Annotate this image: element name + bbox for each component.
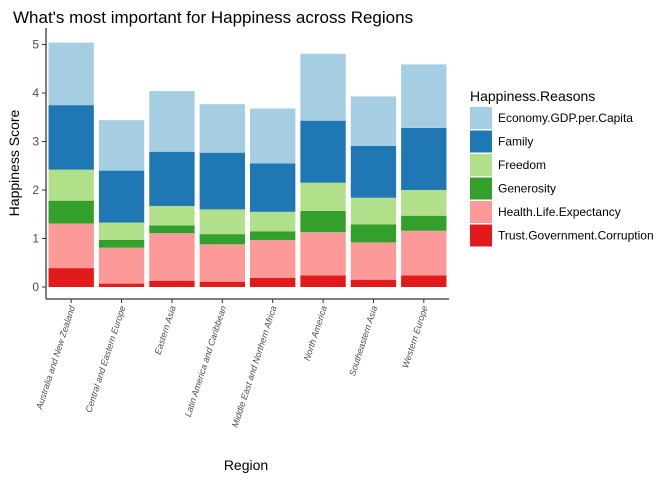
- bar-eastern-asia-trust-government-corruption: [149, 280, 195, 287]
- bar-middle-east-and-northern-africa-trust-government-corruption: [250, 277, 296, 287]
- chart-title: What's most important for Happiness acro…: [13, 8, 413, 27]
- x-axis-title: Region: [224, 457, 268, 473]
- x-tick-label-western-europe: Western Europe: [400, 305, 430, 370]
- bar-australia-and-new-zealand-health-life-expectancy: [48, 223, 94, 269]
- bar-middle-east-and-northern-africa-generosity: [250, 231, 296, 240]
- bar-middle-east-and-northern-africa-health-life-expectancy: [250, 239, 296, 278]
- bar-southeastern-asia-generosity: [350, 224, 397, 243]
- bar-central-and-eastern-europe-generosity: [98, 239, 145, 248]
- y-tick-label: 4: [32, 86, 39, 100]
- bar-central-and-eastern-europe-trust-government-corruption: [98, 283, 145, 287]
- y-tick-label: 5: [32, 38, 39, 52]
- bar-north-america-freedom: [300, 182, 346, 211]
- bar-western-europe-trust-government-corruption: [401, 275, 447, 287]
- legend-label-trust-government-corruption: Trust.Government.Corruption: [498, 229, 654, 243]
- bar-western-europe-health-life-expectancy: [401, 230, 447, 276]
- bar-central-and-eastern-europe-family: [98, 170, 145, 223]
- y-axis-ticks: 0 1 2 3 4 5: [32, 38, 46, 294]
- bar-western-europe-generosity: [401, 215, 447, 231]
- bar-latin-america-and-caribbean-freedom: [199, 209, 245, 235]
- bar-western-europe-freedom: [401, 190, 447, 216]
- bar-eastern-asia-generosity: [149, 225, 195, 234]
- bar-australia-and-new-zealand-family: [48, 105, 94, 170]
- bar-north-america-family: [300, 120, 346, 183]
- bar-southeastern-asia-freedom: [350, 197, 397, 225]
- bar-central-and-eastern-europe-economy-gdp-per-capita: [98, 120, 145, 171]
- legend-label-freedom: Freedom: [498, 158, 546, 172]
- bar-australia-and-new-zealand-generosity: [48, 200, 94, 224]
- bar-middle-east-and-northern-africa-freedom: [250, 211, 296, 232]
- legend-label-economy-gdp-per-capita: Economy.GDP.per.Capita: [498, 111, 633, 125]
- y-tick-label: 1: [32, 232, 39, 246]
- bar-latin-america-and-caribbean-generosity: [199, 234, 245, 245]
- bar-central-and-eastern-europe-health-life-expectancy: [98, 247, 145, 284]
- bar-australia-and-new-zealand-trust-government-corruption: [48, 268, 94, 287]
- bar-australia-and-new-zealand-freedom: [48, 169, 94, 201]
- legend-label-family: Family: [498, 135, 533, 149]
- x-axis-ticks: Australia and New Zealand Central and Eas…: [34, 299, 430, 429]
- bar-latin-america-and-caribbean-trust-government-corruption: [199, 281, 245, 287]
- plot-area: [48, 42, 447, 287]
- y-tick-label: 0: [32, 280, 39, 294]
- y-tick-label: 3: [32, 135, 39, 149]
- bar-north-america-generosity: [300, 210, 346, 233]
- bar-north-america-health-life-expectancy: [300, 232, 346, 276]
- bar-eastern-asia-health-life-expectancy: [149, 233, 195, 281]
- bar-eastern-asia-economy-gdp-per-capita: [149, 91, 195, 152]
- bar-latin-america-and-caribbean-economy-gdp-per-capita: [199, 104, 245, 153]
- bar-western-europe-economy-gdp-per-capita: [401, 64, 447, 128]
- bar-southeastern-asia-trust-government-corruption: [350, 279, 397, 287]
- legend-label-generosity: Generosity: [498, 182, 556, 196]
- bar-north-america-economy-gdp-per-capita: [300, 53, 346, 121]
- bar-latin-america-and-caribbean-family: [199, 152, 245, 210]
- x-tick-label-central-and-eastern-europe: Central and Eastern Europe: [84, 305, 128, 414]
- legend-swatch-family: [470, 130, 492, 153]
- bar-southeastern-asia-economy-gdp-per-capita: [350, 96, 397, 146]
- bar-western-europe-family: [401, 127, 447, 190]
- x-tick-label-north-america: North America: [302, 305, 329, 362]
- bar-middle-east-and-northern-africa-economy-gdp-per-capita: [250, 108, 296, 164]
- bar-eastern-asia-freedom: [149, 206, 195, 226]
- bar-latin-america-and-caribbean-health-life-expectancy: [199, 244, 245, 282]
- bar-eastern-asia-family: [149, 151, 195, 207]
- x-tick-label-latin-america-and-caribbean: Latin America and Caribbean: [183, 305, 228, 419]
- legend-title: Happiness.Reasons: [470, 88, 595, 104]
- x-tick-label-eastern-asia: Eastern Asia: [153, 305, 178, 356]
- legend: Economy.GDP.per.Capita Family Freedom Gener…: [470, 107, 654, 247]
- x-tick-label-middle-east-and-northern-africa: Middle East and Northern Africa: [230, 305, 279, 429]
- bar-southeastern-asia-health-life-expectancy: [350, 242, 397, 280]
- legend-swatch-health-life-expectancy: [470, 201, 492, 223]
- legend-swatch-trust-government-corruption: [470, 224, 492, 247]
- bar-australia-and-new-zealand-economy-gdp-per-capita: [48, 42, 94, 106]
- x-tick-label-australia-and-new-zealand: Australia and New Zealand: [34, 304, 78, 412]
- bar-southeastern-asia-family: [350, 145, 397, 198]
- x-tick-label-southeastern-asia: Southeastern Asia: [347, 305, 379, 378]
- legend-swatch-freedom: [470, 154, 492, 176]
- legend-label-health-life-expectancy: Health.Life.Expectancy: [498, 205, 621, 219]
- legend-swatch-generosity: [470, 177, 492, 200]
- legend-swatch-economy-gdp-per-capita: [470, 107, 492, 129]
- bar-middle-east-and-northern-africa-family: [250, 163, 296, 212]
- y-tick-label: 2: [32, 183, 39, 197]
- bar-north-america-trust-government-corruption: [300, 275, 346, 287]
- bar-central-and-eastern-europe-freedom: [98, 222, 145, 240]
- y-axis-title: Happiness Score: [6, 109, 22, 216]
